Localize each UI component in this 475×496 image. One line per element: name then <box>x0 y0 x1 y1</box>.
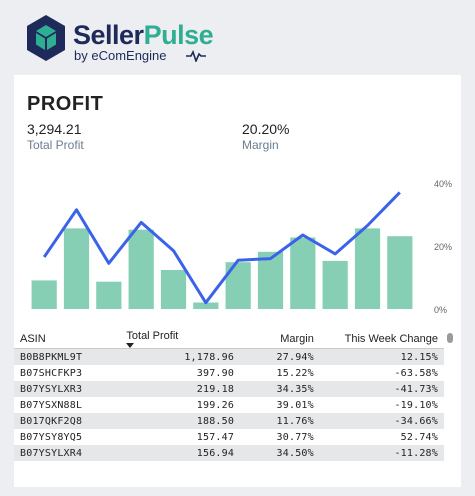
profit-bar <box>387 236 413 309</box>
cell-week-change: 52.74% <box>400 431 438 443</box>
col-header-week-change[interactable]: This Week Change <box>319 330 444 349</box>
col-header-asin-label: ASIN <box>20 333 46 345</box>
table-row[interactable]: B07YSYLXR3 219.18 34.35% -41.73% <box>14 381 444 397</box>
cell-week-change: -63.58% <box>394 367 438 379</box>
y-tick-label: 20% <box>434 242 452 252</box>
cell-margin: 39.01% <box>276 399 314 411</box>
table-row[interactable]: B07YSY8YQ5 157.47 30.77% 52.74% <box>14 429 444 445</box>
brand-name-part1: Seller <box>73 20 144 50</box>
profit-bar <box>322 260 348 309</box>
col-header-margin-label: Margin <box>280 333 314 345</box>
cell-total-profit: 397.90 <box>196 367 235 379</box>
table-scrollbar[interactable] <box>447 333 453 343</box>
profit-bar <box>31 280 57 309</box>
cell-asin: B07YSYLXR4 <box>14 445 121 461</box>
profit-bar <box>290 237 316 309</box>
profit-bar <box>128 229 154 309</box>
cell-week-change: -11.28% <box>319 445 444 461</box>
cell-week-change: -41.73% <box>319 381 444 397</box>
cell-total-profit: 156.94 <box>120 445 241 461</box>
table-header-row: ASIN Total Profit Margin This Week Chang… <box>14 330 444 349</box>
asin-table: ASIN Total Profit Margin This Week Chang… <box>14 330 444 461</box>
cell-margin: 34.50% <box>240 445 320 461</box>
cell-total-profit: 188.50 <box>120 413 241 429</box>
app-header: SellerPulse by eComEngine <box>0 0 475 74</box>
cell-asin: B0B8PKML9T <box>14 348 121 365</box>
table-row[interactable]: B07YSYLXR4 156.94 34.50% -11.28% <box>14 445 444 461</box>
cell-asin: B07YSY8YQ5 <box>20 431 83 443</box>
cell-margin: 27.94% <box>240 348 320 365</box>
cell-week-change: -19.10% <box>394 399 438 411</box>
cell-margin: 11.76% <box>240 413 320 429</box>
cell-asin: B07YSXN88L <box>20 399 83 411</box>
cell-margin: 34.35% <box>240 381 320 397</box>
table-row[interactable]: B07SHCFKP3 397.90 15.22% -63.58% <box>14 365 444 381</box>
col-header-asin[interactable]: ASIN <box>14 330 121 349</box>
brand-name: SellerPulse <box>73 20 214 50</box>
y-tick-label: 0% <box>434 305 447 315</box>
cell-total-profit: 219.18 <box>120 381 241 397</box>
pulse-icon <box>186 50 206 62</box>
table-row[interactable]: B07YSXN88L 199.26 39.01% -19.10% <box>14 397 444 413</box>
cell-total-profit: 157.47 <box>196 431 235 443</box>
margin-line <box>42 191 401 305</box>
profit-bar <box>63 228 90 309</box>
profit-chart: 40% 20% 0% <box>31 179 452 315</box>
col-header-total-profit-label: Total Profit <box>126 330 179 342</box>
profit-bar <box>193 302 219 309</box>
cell-total-profit: 1,178.96 <box>120 348 241 365</box>
cell-asin: B017QKF2Q8 <box>14 413 121 429</box>
profit-bar <box>225 262 251 309</box>
cell-margin: 30.77% <box>276 431 314 443</box>
cell-margin: 15.22% <box>276 367 314 379</box>
cell-asin: B07SHCFKP3 <box>20 367 83 379</box>
col-header-week-change-label: This Week Change <box>344 333 438 345</box>
logo-icon <box>27 15 65 61</box>
col-header-margin[interactable]: Margin <box>240 330 320 349</box>
brand-name-part2: Pulse <box>143 20 214 50</box>
table-row[interactable]: B017QKF2Q8 188.50 11.76% -34.66% <box>14 413 444 429</box>
brand-tagline: by eComEngine <box>74 48 167 63</box>
profit-bar <box>96 281 122 309</box>
cell-asin: B07YSYLXR3 <box>14 381 121 397</box>
profit-bar <box>354 228 381 309</box>
profit-bar <box>257 251 284 309</box>
profit-bar <box>160 270 187 309</box>
col-header-total-profit[interactable]: Total Profit <box>120 330 241 349</box>
total-profit-value: 3,294.21 <box>27 121 82 137</box>
cell-total-profit: 199.26 <box>196 399 235 411</box>
cell-week-change: 12.15% <box>319 348 444 365</box>
table-row[interactable]: B0B8PKML9T 1,178.96 27.94% 12.15% <box>14 348 444 365</box>
total-profit-label: Total Profit <box>27 138 84 152</box>
sort-desc-icon <box>126 343 135 348</box>
card-title: PROFIT <box>27 93 104 115</box>
y-tick-label: 40% <box>434 179 452 189</box>
margin-label: Margin <box>242 138 279 152</box>
cell-week-change: -34.66% <box>319 413 444 429</box>
margin-value: 20.20% <box>242 121 290 137</box>
